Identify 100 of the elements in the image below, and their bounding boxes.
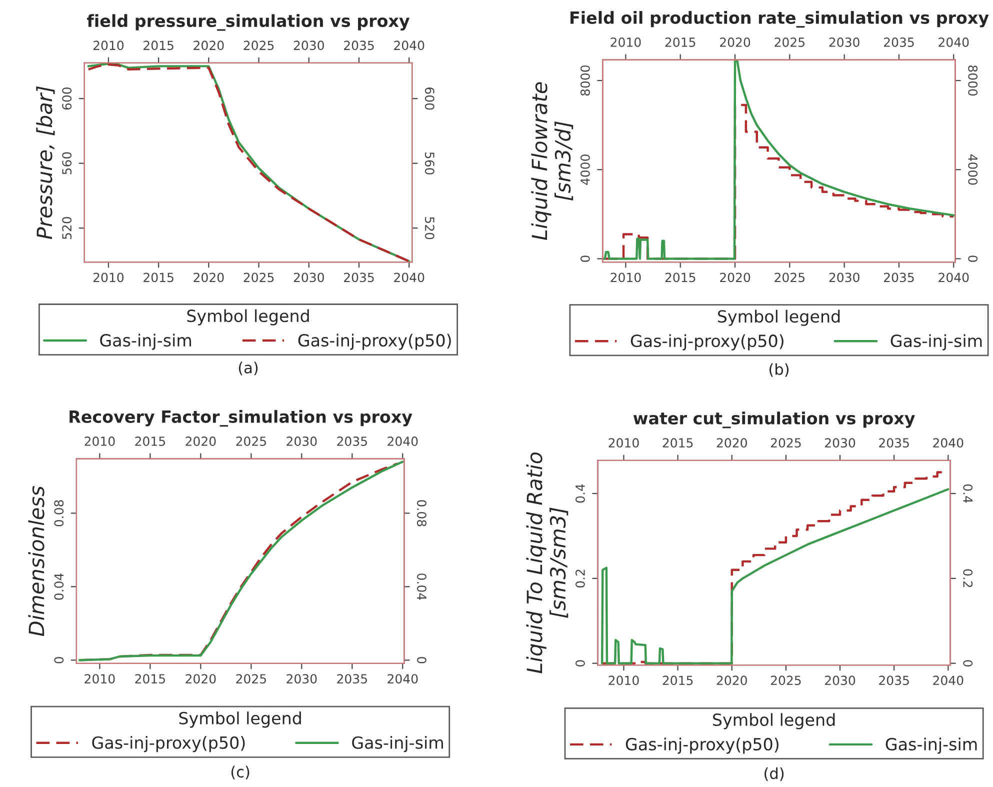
y-tick-label: 0.2	[575, 570, 585, 588]
y2-tick-label: 0	[963, 660, 973, 666]
x2-tick-label: 2040	[933, 438, 964, 448]
x-tick-label: 2035	[337, 674, 367, 684]
x2-tick-label: 2020	[716, 438, 747, 448]
x2-tick-label: 2015	[665, 38, 696, 47]
x2-tick-label: 2010	[93, 40, 124, 50]
x2-tick-label: 2035	[344, 40, 374, 50]
y-tick-label: 0	[575, 660, 585, 666]
x-tick-label: 2010	[610, 272, 641, 282]
x-tick-label: 2015	[144, 272, 174, 282]
x2-tick-label: 2040	[388, 436, 418, 446]
legend-label: Gas-inj-sim	[890, 334, 982, 350]
x2-tick-label: 2035	[879, 438, 909, 448]
y2-tick-label: 4000	[968, 154, 978, 185]
x-tick-label: 2035	[884, 272, 914, 282]
y-axis-title: Pressure, [bar]	[36, 86, 55, 240]
x2-tick-label: 2015	[144, 40, 174, 50]
x2-tick-label: 2030	[294, 40, 324, 50]
x2-tick-label: 2020	[194, 40, 224, 50]
x-tick-label: 2040	[938, 272, 969, 282]
chart-title: Field oil production rate_simulation vs proxy	[570, 11, 989, 28]
x2-tick-label: 2030	[286, 436, 317, 446]
x2-tick-label: 2010	[610, 38, 641, 47]
y2-tick-label: 8000	[968, 65, 978, 96]
y2-tick-label: 600	[424, 88, 434, 110]
x2-tick-label: 2020	[186, 436, 216, 446]
y2-tick-label: 0.08	[416, 500, 426, 526]
y-tick-label: 8000	[580, 65, 590, 96]
legend-title: Symbol legend	[187, 309, 309, 326]
x2-tick-label: 2040	[394, 40, 424, 50]
legend-label: Gas-inj-sim	[352, 736, 443, 752]
legend-title: Symbol legend	[718, 310, 840, 326]
x-tick-label: 2035	[879, 676, 909, 686]
x2-tick-label: 2020	[720, 38, 750, 47]
x2-tick-label: 2025	[236, 436, 266, 446]
legend-label: Gas-inj-proxy(p50)	[630, 334, 784, 350]
x-tick-label: 2030	[825, 676, 856, 686]
y-tick-label: 4000	[580, 154, 590, 185]
legend-label: Gas-inj-proxy(p50)	[92, 736, 245, 752]
text: (c)	[231, 766, 250, 780]
line-series	[602, 60, 955, 260]
x2-tick-label: 2025	[770, 438, 801, 448]
x2-tick-label: 2030	[825, 438, 856, 448]
x2-tick-label: 2030	[829, 38, 860, 47]
y-axis-title: Liquid To Liquid Ratio [sm3/sm3]	[526, 452, 568, 674]
x-tick-label: 2025	[774, 272, 804, 282]
y-tick-label: 0.08	[54, 500, 64, 526]
x-tick-label: 2015	[662, 676, 693, 686]
legend-label: Gas-inj-sim	[886, 738, 977, 754]
y-tick-label: 0	[54, 656, 64, 664]
y2-tick-label: 0.2	[963, 569, 973, 588]
x2-tick-label: 2025	[244, 40, 274, 50]
y2-tick-label: 0.04	[416, 574, 426, 600]
text: (d)	[764, 767, 784, 781]
x2-tick-label: 2015	[662, 438, 693, 448]
x2-tick-label: 2010	[608, 438, 639, 448]
x2-tick-label: 2035	[337, 436, 367, 446]
x-tick-label: 2040	[933, 676, 964, 686]
y2-tick-label: 0.4	[963, 484, 973, 503]
y-tick-label: 600	[62, 87, 72, 110]
legend-label: Gas-inj-proxy(p50)	[626, 738, 778, 754]
y2-tick-label: 0	[416, 656, 426, 664]
legend-title: Symbol legend	[179, 712, 301, 728]
chart-title: Recovery Factor_simulation vs proxy	[70, 410, 412, 427]
chart-title: field pressure_simulation vs proxy	[86, 14, 410, 31]
text: (b)	[770, 363, 789, 377]
x2-tick-label: 2025	[774, 38, 804, 47]
y-tick-label: 0.4	[575, 484, 585, 503]
x-tick-label: 2020	[716, 676, 747, 686]
y2-tick-label: 520	[424, 217, 434, 240]
x-tick-label: 2020	[186, 674, 216, 684]
y-axis-title: Liquid Flowrate [sm3/d]	[531, 82, 574, 240]
y2-tick-label: 560	[424, 152, 434, 174]
y2-tick-label: 0	[968, 256, 978, 262]
text: (a)	[238, 362, 258, 376]
x-tick-label: 2025	[770, 676, 801, 686]
x-tick-label: 2010	[93, 272, 124, 282]
x2-tick-label: 2010	[84, 436, 115, 446]
y-axis-title: Dimensionless	[28, 486, 44, 636]
x-tick-label: 2040	[388, 674, 418, 684]
legend-label: Gas-inj-proxy(p50)	[298, 334, 451, 350]
x-tick-label: 2020	[194, 272, 224, 282]
x2-tick-label: 2035	[884, 38, 914, 47]
y-tick-label: 560	[62, 152, 72, 174]
legend-label: Gas-inj-sim	[100, 334, 191, 350]
y-tick-label: 520	[62, 216, 72, 240]
x-tick-label: 2030	[294, 272, 324, 282]
y-tick-label: 0	[580, 256, 590, 262]
x-tick-label: 2015	[135, 674, 165, 684]
x-tick-label: 2010	[608, 676, 639, 686]
x-tick-label: 2020	[720, 272, 750, 282]
legend-title: Symbol legend	[713, 713, 835, 730]
x-tick-label: 2025	[244, 272, 274, 282]
x-tick-label: 2010	[84, 674, 115, 684]
x-tick-label: 2030	[829, 272, 860, 282]
x-tick-label: 2040	[394, 272, 424, 282]
x-tick-label: 2015	[665, 272, 696, 282]
x2-tick-label: 2015	[135, 436, 165, 446]
chart-title: water cut_simulation vs proxy	[633, 412, 915, 428]
